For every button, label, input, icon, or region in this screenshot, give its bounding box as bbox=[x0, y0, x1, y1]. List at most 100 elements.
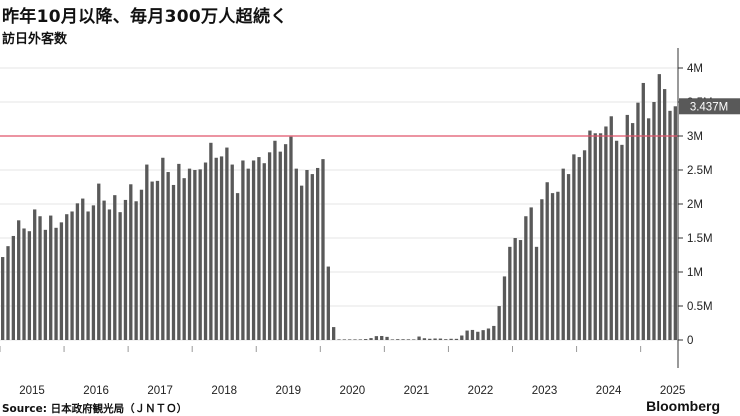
y-tick-label: 1.5M bbox=[687, 233, 713, 245]
x-tick-label: 2016 bbox=[83, 385, 109, 397]
bar bbox=[673, 106, 677, 340]
x-tick-label: 2018 bbox=[211, 385, 237, 397]
bar bbox=[315, 167, 320, 340]
bar bbox=[86, 211, 90, 340]
bar bbox=[417, 336, 421, 340]
bar bbox=[107, 209, 112, 340]
bar bbox=[396, 339, 400, 340]
chart-title: 昨年10月以降、毎月300万人超続く bbox=[2, 7, 288, 27]
y-tick-label: 2M bbox=[687, 199, 703, 211]
bar bbox=[534, 246, 539, 340]
bar bbox=[524, 216, 528, 340]
bar bbox=[481, 330, 485, 340]
bar bbox=[641, 82, 645, 341]
bar bbox=[241, 160, 245, 340]
last-value-label: 3.437M bbox=[690, 101, 728, 113]
bar bbox=[390, 339, 395, 340]
x-tick-label: 2023 bbox=[532, 385, 558, 397]
bar bbox=[267, 152, 272, 340]
bar bbox=[652, 102, 656, 340]
bar bbox=[508, 246, 512, 340]
bar bbox=[321, 159, 325, 340]
bar bbox=[310, 174, 314, 340]
bar bbox=[225, 147, 229, 340]
last-value-tag: 3.437M bbox=[679, 98, 740, 115]
bar bbox=[630, 123, 635, 340]
bar bbox=[187, 168, 192, 340]
bar bbox=[33, 209, 37, 340]
bar bbox=[550, 193, 555, 340]
x-tick-label: 2019 bbox=[275, 385, 301, 397]
bar bbox=[193, 170, 197, 340]
bar bbox=[203, 162, 208, 340]
bar bbox=[65, 214, 69, 340]
bar bbox=[582, 150, 587, 340]
bloomberg-logo: Bloomberg bbox=[646, 398, 720, 414]
bar bbox=[454, 338, 459, 340]
bar bbox=[262, 163, 266, 340]
bar bbox=[588, 130, 592, 340]
bar bbox=[401, 339, 405, 340]
bar bbox=[353, 339, 357, 340]
bar bbox=[337, 339, 341, 340]
bar bbox=[97, 183, 101, 340]
bar bbox=[422, 338, 427, 340]
x-tick-label: 2017 bbox=[147, 385, 173, 397]
x-tick-label: 2025 bbox=[660, 385, 686, 397]
bar bbox=[118, 212, 122, 340]
bar bbox=[17, 220, 21, 340]
bar bbox=[342, 339, 346, 340]
bar bbox=[449, 338, 453, 340]
bar bbox=[502, 276, 507, 340]
bar bbox=[70, 211, 74, 340]
bar bbox=[161, 157, 165, 340]
bar bbox=[171, 184, 176, 340]
y-tick-label: 1M bbox=[687, 267, 703, 279]
bar bbox=[518, 240, 523, 340]
y-tick-label: 3M bbox=[687, 131, 703, 143]
bar bbox=[433, 338, 437, 340]
bar bbox=[294, 168, 298, 340]
bar bbox=[513, 238, 517, 340]
source-note: Source: 日本政府観光局（ＪＮＴＯ） bbox=[2, 403, 188, 415]
last-value-tag-bg bbox=[679, 98, 740, 115]
bar bbox=[27, 231, 32, 340]
bar bbox=[81, 198, 85, 340]
bar bbox=[577, 157, 581, 340]
bar bbox=[465, 330, 469, 340]
bar bbox=[102, 200, 106, 340]
bar bbox=[257, 157, 261, 340]
bar bbox=[139, 189, 144, 340]
bar bbox=[566, 174, 571, 340]
bar bbox=[636, 102, 640, 341]
chart-subtitle: 訪日外客数 bbox=[2, 32, 68, 47]
bar bbox=[476, 331, 480, 340]
bar bbox=[11, 235, 16, 340]
x-tick-label: 2024 bbox=[596, 385, 622, 397]
bar bbox=[614, 140, 619, 340]
bar bbox=[43, 229, 48, 340]
bar bbox=[492, 325, 496, 340]
bar bbox=[609, 116, 613, 340]
bar bbox=[385, 336, 389, 340]
bar bbox=[182, 178, 186, 340]
bar bbox=[598, 133, 603, 340]
x-tick-label: 2021 bbox=[404, 385, 430, 397]
bar bbox=[486, 328, 491, 340]
bar bbox=[1, 257, 5, 340]
bar bbox=[364, 339, 368, 340]
bar bbox=[38, 216, 42, 340]
bar bbox=[604, 126, 608, 340]
bar bbox=[283, 144, 288, 340]
bar bbox=[177, 163, 181, 340]
bar bbox=[219, 156, 224, 340]
y-tick-label: 0.5M bbox=[687, 301, 713, 313]
bar bbox=[123, 199, 128, 340]
bar bbox=[6, 246, 10, 340]
bar bbox=[145, 164, 149, 340]
bar bbox=[278, 151, 282, 340]
bar bbox=[209, 142, 213, 340]
bar bbox=[198, 169, 202, 340]
bar bbox=[246, 168, 250, 340]
